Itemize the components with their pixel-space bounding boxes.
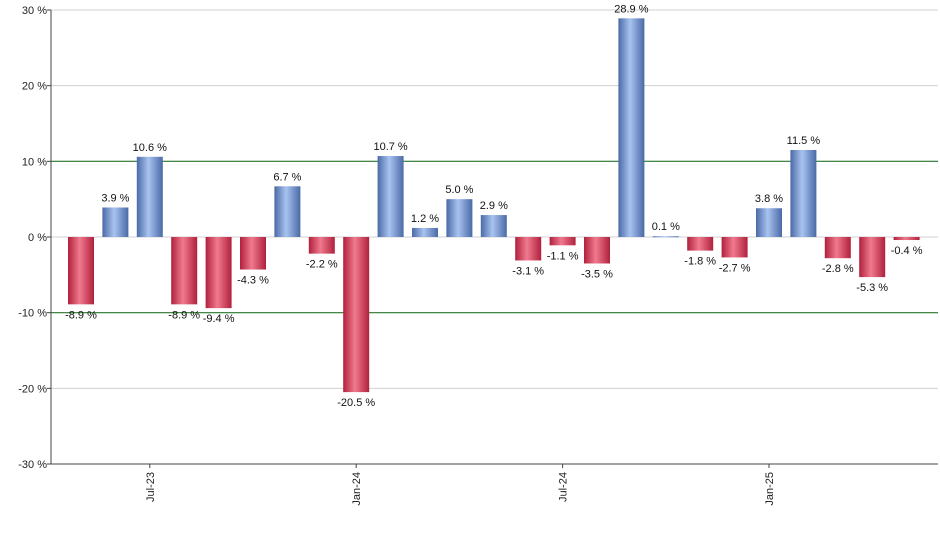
bar [136, 156, 163, 237]
y-tick-label: -10 % [18, 308, 47, 320]
bar-value-label: 3.9 % [101, 192, 129, 204]
reference-lines [51, 160, 938, 314]
bar [274, 186, 301, 237]
bar-value-label: -9.4 % [203, 313, 235, 325]
bar [584, 237, 610, 264]
bar [102, 207, 129, 237]
bar-value-label: 28.9 % [614, 3, 648, 15]
bar-value-label: -20.5 % [337, 397, 375, 409]
bar [412, 227, 438, 237]
bar-value-label: -5.3 % [856, 282, 888, 294]
y-tick-label: 0 % [28, 232, 47, 244]
bar-value-label: -8.9 % [65, 309, 97, 321]
bar-value-label: -4.3 % [237, 275, 269, 287]
bar-value-label: -2.2 % [306, 259, 338, 271]
x-tick-label: Jan-24 [351, 472, 363, 506]
bar-value-label: -3.1 % [512, 265, 544, 277]
bar [687, 237, 714, 251]
y-tick-label: 30 % [22, 5, 47, 17]
bar-value-label: -2.8 % [822, 263, 854, 275]
bar [515, 237, 542, 261]
bar-value-label: 5.0 % [445, 184, 473, 196]
bar [756, 208, 782, 237]
bar [446, 199, 473, 237]
bar [618, 18, 645, 237]
x-tick-label: Jul-23 [145, 472, 157, 502]
x-tick-label: Jul-24 [558, 472, 570, 502]
bar-value-labels: -8.9 %3.9 %10.6 %-8.9 % -9.4 %-4.3 %6.7 %… [65, 3, 923, 409]
bar [205, 237, 232, 309]
bar-value-label: 1.2 % [411, 213, 439, 225]
bar-value-label: -3.5 % [581, 268, 613, 280]
bar-value-label: 10.7 % [373, 141, 407, 153]
bar-value-label: 2.9 % [480, 200, 508, 212]
y-tick-label: -30 % [18, 459, 47, 471]
bar [240, 237, 266, 270]
bar [824, 237, 851, 259]
bar-value-label: 11.5 % [787, 135, 821, 147]
bar [549, 237, 576, 246]
bar [721, 237, 748, 258]
bar-value-label: 3.8 % [755, 193, 783, 205]
bar [790, 149, 817, 237]
y-tick-label: -20 % [18, 383, 47, 395]
bar-value-label: 0.1 % [652, 221, 680, 233]
bar [343, 237, 370, 393]
bar [893, 237, 920, 241]
bar [68, 237, 94, 305]
bar-value-label: -2.7 % [719, 262, 751, 274]
bar-value-label: -1.8 % [684, 256, 716, 268]
bar-value-label: -0.4 % [891, 245, 923, 257]
bar-value-label: 10.6 % [133, 142, 167, 154]
x-tick-label: Jan-25 [764, 472, 776, 506]
axes: -30 % -20 % -10 % 0 % 10 % 20 % 30 % Jul-23 Jan-… [18, 5, 938, 506]
bar [859, 237, 886, 278]
y-tick-label: 10 % [22, 156, 47, 168]
bar [652, 236, 679, 238]
bar-value-label: -8.9 % [168, 309, 200, 321]
bar [480, 215, 507, 237]
bar [171, 237, 198, 305]
bar [377, 156, 404, 237]
bar [308, 237, 335, 254]
bar-value-label: 6.7 % [273, 171, 301, 183]
bar-value-label: -1.1 % [547, 250, 579, 262]
y-tick-label: 20 % [22, 81, 47, 93]
bars [68, 18, 920, 393]
